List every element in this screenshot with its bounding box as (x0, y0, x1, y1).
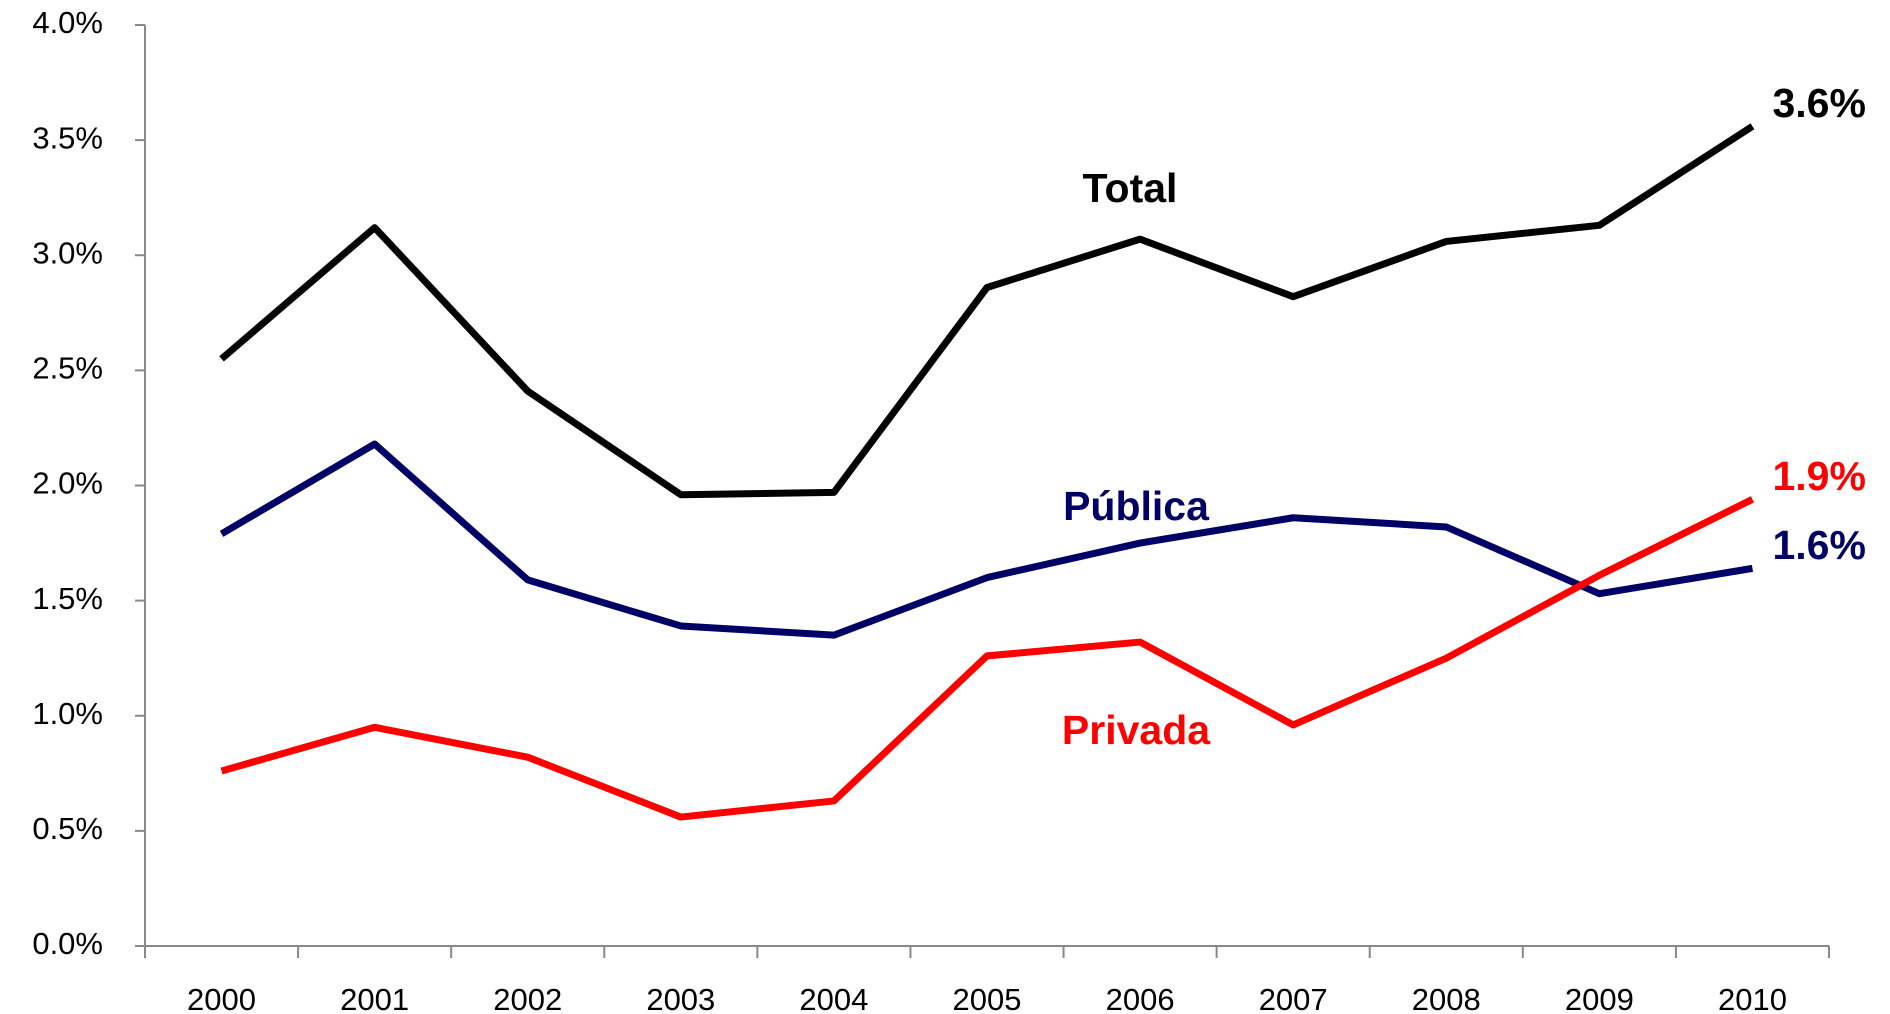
y-tick-label: 0.0% (32, 926, 103, 961)
y-tick-label: 3.5% (32, 120, 103, 155)
value-label: 1.6% (1772, 522, 1865, 568)
y-tick-label: 2.5% (32, 351, 103, 386)
x-tick-label: 2003 (646, 982, 715, 1014)
x-tick-label: 2010 (1718, 982, 1787, 1014)
x-tick-label: 2004 (799, 982, 868, 1014)
y-tick-label: 1.5% (32, 581, 103, 616)
y-tick-label: 2.0% (32, 466, 103, 501)
series-label: Privada (1062, 707, 1211, 753)
value-label: 3.6% (1772, 80, 1865, 126)
x-tick-label: 2006 (1106, 982, 1175, 1014)
series-line (220, 496, 1755, 821)
series-line (219, 123, 1755, 499)
x-tick-label: 2002 (493, 982, 562, 1014)
series-line (219, 440, 1754, 639)
value-label: 1.9% (1772, 453, 1865, 499)
x-tick-label: 2000 (187, 982, 256, 1014)
x-tick-label: 2009 (1565, 982, 1634, 1014)
x-tick-label: 2001 (340, 982, 409, 1014)
y-tick-label: 1.0% (32, 696, 103, 731)
y-tick-label: 0.5% (32, 811, 103, 846)
y-tick-label: 4.0% (32, 5, 103, 40)
y-tick-label: 3.0% (32, 235, 103, 270)
series-label: Pública (1063, 483, 1210, 529)
x-tick-label: 2005 (953, 982, 1022, 1014)
x-tick-label: 2007 (1259, 982, 1328, 1014)
x-tick-label: 2008 (1412, 982, 1481, 1014)
series-label: Total (1083, 165, 1178, 211)
